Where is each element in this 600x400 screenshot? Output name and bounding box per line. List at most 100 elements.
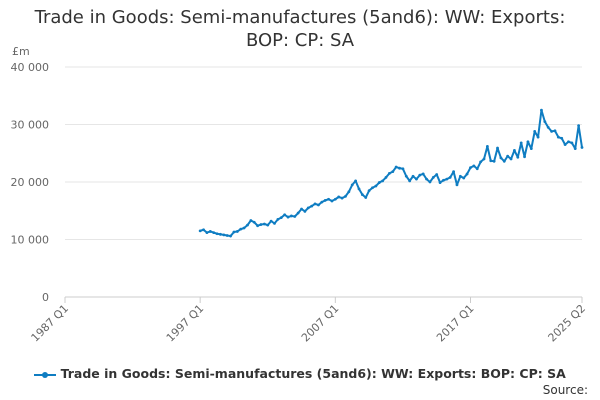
x-tick-label: 2007 Q1: [299, 302, 342, 345]
data-point: [364, 196, 368, 199]
x-tick-label: 2017 Q1: [434, 302, 477, 345]
y-tick-label: 40 000: [11, 61, 50, 74]
data-point: [202, 228, 205, 232]
data-point: [485, 144, 489, 148]
data-point: [448, 176, 452, 179]
data-point: [198, 229, 202, 233]
data-point: [472, 164, 476, 168]
data-point: [496, 146, 499, 150]
data-point: [293, 215, 297, 218]
data-point: [246, 223, 249, 227]
data-point: [479, 160, 483, 164]
data-point: [337, 195, 341, 199]
data-point: [256, 224, 260, 228]
data-point: [563, 143, 567, 147]
data-point: [249, 219, 253, 222]
data-point: [438, 181, 442, 184]
data-point: [327, 197, 330, 201]
y-tick-label: 0: [42, 291, 49, 304]
data-point: [425, 177, 428, 181]
data-point: [317, 203, 320, 207]
data-point: [391, 170, 395, 174]
data-point: [266, 223, 270, 227]
legend: Trade in Goods: Semi-manufactures (5and6…: [0, 366, 600, 381]
data-point: [225, 234, 229, 237]
data-point: [384, 176, 388, 179]
data-point: [577, 124, 581, 128]
data-point: [411, 174, 415, 178]
data-line: [199, 109, 583, 238]
data-point: [506, 154, 510, 158]
data-point: [560, 136, 564, 140]
data-point: [215, 232, 219, 236]
data-point: [340, 196, 344, 200]
data-point: [320, 200, 324, 204]
data-point: [408, 179, 412, 183]
data-point: [418, 173, 422, 177]
chart-title: Trade in Goods: Semi-manufactures (5and6…: [34, 7, 566, 51]
data-point: [242, 226, 246, 230]
data-point: [431, 176, 435, 179]
data-point: [300, 207, 303, 211]
y-tick-label: 10 000: [11, 234, 50, 247]
source: Source:: [542, 383, 588, 397]
data-point: [306, 206, 310, 210]
data-point: [239, 227, 243, 231]
data-point: [550, 130, 553, 133]
data-point: [462, 176, 466, 180]
data-point: [398, 166, 401, 170]
data-point: [354, 179, 358, 183]
data-point: [387, 171, 391, 175]
data-point: [333, 197, 337, 201]
data-point: [513, 148, 516, 152]
data-point: [469, 166, 472, 170]
data-point: [435, 173, 439, 176]
data-point: [259, 223, 263, 226]
data-point: [303, 209, 307, 213]
data-point: [232, 230, 236, 234]
data-point: [428, 180, 432, 184]
data-point: [570, 141, 574, 145]
data-point: [536, 135, 540, 139]
data-point: [573, 147, 577, 151]
data-point: [556, 135, 560, 139]
data-point: [502, 159, 506, 163]
data-point: [580, 146, 584, 149]
data-point: [219, 232, 222, 236]
data-point: [205, 231, 209, 235]
data-point: [394, 165, 398, 169]
data-point: [367, 189, 371, 193]
y-tick-label: 30 000: [11, 119, 50, 132]
data-point: [529, 147, 533, 151]
data-point: [523, 155, 526, 159]
data-point: [350, 183, 354, 187]
data-point: [415, 177, 418, 181]
data-point: [543, 120, 547, 124]
data-point: [313, 202, 317, 206]
data-point: [404, 174, 408, 178]
data-point: [296, 211, 300, 215]
data-point: [252, 220, 256, 224]
data-point: [235, 230, 239, 233]
data-point: [553, 129, 557, 133]
data-point: [357, 187, 361, 191]
data-point: [283, 213, 287, 217]
data-point: [212, 231, 216, 235]
data-point: [499, 156, 503, 160]
data-point: [377, 181, 381, 184]
data-point: [465, 172, 469, 176]
data-point: [455, 183, 459, 187]
data-point: [222, 233, 226, 237]
data-point: [208, 230, 212, 233]
data-point: [286, 215, 290, 219]
x-tick-label: 1987 Q1: [29, 302, 72, 345]
x-tick-label: 1997 Q1: [164, 302, 207, 345]
data-point: [347, 190, 351, 194]
data-point: [381, 179, 385, 183]
data-point: [401, 167, 405, 171]
data-point: [229, 234, 232, 238]
data-point: [516, 155, 520, 159]
data-point: [445, 177, 449, 181]
data-point: [262, 222, 266, 226]
